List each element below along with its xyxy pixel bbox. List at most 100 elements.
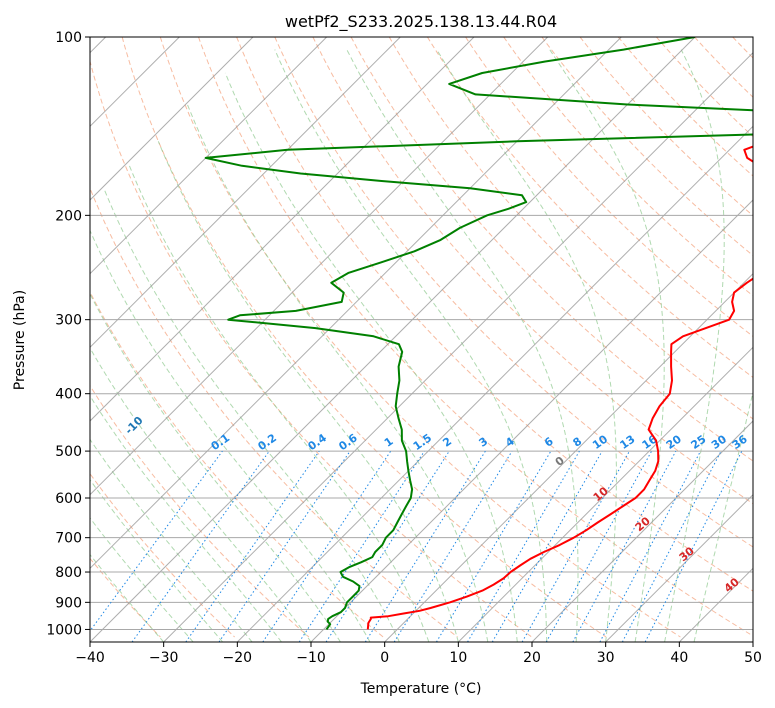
dry-adiabat-line [426, 37, 753, 378]
moist-adiabat-line [436, 49, 617, 642]
x-axis-title: Temperature (°C) [360, 681, 482, 697]
isotherm-line [90, 37, 328, 275]
mixing-ratio-line [325, 450, 450, 642]
mixing-ratio-line [393, 450, 513, 642]
dry-adiabat-label: -10 [122, 414, 145, 437]
dry-adiabat-line [694, 37, 753, 98]
x-axis: −40 −30 −20 −10 0 10 20 30 40 50 [75, 642, 762, 666]
moist-adiabat-line [90, 553, 165, 642]
dry-adiabat-line [90, 472, 235, 638]
x-tick-label: 0 [380, 650, 389, 666]
moist-adiabat-line [90, 394, 282, 642]
isotherm-line [531, 420, 753, 642]
y-axis-title: Pressure (hPa) [12, 290, 28, 390]
isotherm-line [90, 37, 475, 422]
dewpoint-line [204, 37, 753, 630]
dry-adiabat-line [236, 37, 753, 592]
mixing-ratio-label: 0.4 [306, 431, 330, 453]
mixing-ratio-label: 2 [440, 435, 454, 450]
mixing-ratio-label: 3 [477, 435, 491, 450]
y-tick-label: 300 [55, 313, 82, 329]
x-tick-label: 30 [597, 650, 615, 666]
mixing-ratio-label: 1.5 [411, 431, 434, 453]
temperature-line [366, 145, 753, 630]
moist-adiabat-line [346, 49, 579, 642]
mixing-ratio-label: 1 [382, 435, 396, 450]
isotherm-line [752, 641, 753, 642]
y-tick-label: 200 [55, 208, 82, 224]
dry-adiabat-line [0, 37, 12, 637]
mixing-ratio-line [90, 450, 223, 632]
sounding-curves [204, 37, 753, 630]
mixing-ratio-label: 8 [571, 435, 585, 450]
dry-adiabat-line [90, 384, 310, 638]
x-tick-label: −20 [223, 650, 253, 666]
y-tick-label: 1000 [46, 622, 82, 638]
mixing-ratio-label: 30 [709, 432, 729, 452]
dry-adiabat-line [90, 291, 384, 638]
mixing-ratio-label: 10 [590, 432, 610, 452]
mixing-ratio-line [491, 450, 603, 642]
chart-title: wetPf2_S233.2025.138.13.44.R04 [285, 12, 557, 32]
moist-adiabat-line [90, 438, 253, 642]
mixing-ratio-line [218, 450, 351, 642]
moist-adiabat-label: 10 [591, 484, 611, 504]
dry-adiabat-line [617, 37, 753, 177]
x-tick-label: −40 [75, 650, 105, 666]
mixing-ratio-line [185, 450, 320, 642]
y-axis: 100 200 300 400 500 600 700 800 900 1000 [46, 30, 90, 638]
moist-adiabat-line [157, 141, 459, 642]
dry-adiabat-line [771, 37, 775, 637]
moist-adiabat-line [186, 104, 489, 642]
y-tick-label: 900 [55, 595, 82, 611]
isotherm-line [90, 37, 549, 496]
isotherm-line [384, 272, 753, 642]
dry-adiabat-line [159, 37, 681, 638]
isotherm-line [236, 125, 753, 642]
dry-adiabat-line [465, 37, 753, 338]
dry-adiabat-line [541, 37, 753, 257]
dry-adiabat-line [732, 37, 753, 59]
moist-adiabat-line [90, 479, 223, 642]
dry-adiabat-line [90, 59, 533, 638]
moist-adiabat-line [664, 49, 725, 642]
moist-adiabat-label: 40 [722, 575, 742, 595]
isotherm-line [90, 37, 254, 201]
y-tick-label: 700 [55, 531, 82, 547]
isotherm-line [310, 199, 753, 642]
y-tick-label: 500 [55, 444, 82, 460]
moist-adiabat-line [693, 390, 753, 642]
dry-adiabat-line [312, 37, 753, 505]
dry-adiabat-line [388, 37, 753, 420]
moist-adiabat-line [90, 517, 194, 642]
dry-adiabat-line [350, 37, 753, 462]
mixing-ratio-line [621, 450, 722, 642]
moist-adiabat-line [224, 72, 518, 642]
moist-adiabat-line [90, 293, 341, 642]
dry-adiabat-line [274, 37, 753, 548]
isotherm-line [90, 37, 696, 642]
mixing-ratio-label: 25 [689, 432, 709, 451]
x-tick-label: 50 [744, 650, 762, 666]
moist-adiabat-line [90, 347, 312, 642]
plot-frame [89, 36, 754, 643]
mixing-ratio-line [521, 450, 630, 642]
moist-adiabat-line [549, 49, 665, 642]
x-tick-label: −30 [149, 650, 179, 666]
mixing-ratio-line [644, 450, 743, 642]
y-tick-label: 100 [55, 30, 82, 46]
isotherm-line [90, 37, 622, 570]
mixing-ratio-label: 0.1 [209, 431, 232, 453]
y-tick-label: 600 [55, 491, 82, 507]
x-tick-label: 20 [523, 650, 541, 666]
mixing-ratio-label: 20 [664, 432, 684, 452]
mixing-ratio-line [467, 450, 580, 642]
moist-adiabat-line [128, 165, 430, 642]
isotherm-line [90, 37, 401, 349]
dry-adiabat-line [121, 37, 607, 638]
dry-adiabat-line [579, 37, 753, 217]
mixing-ratio-line [435, 450, 552, 642]
mixing-ratio-line [572, 450, 677, 642]
moist-adiabat-label: 20 [633, 514, 653, 534]
